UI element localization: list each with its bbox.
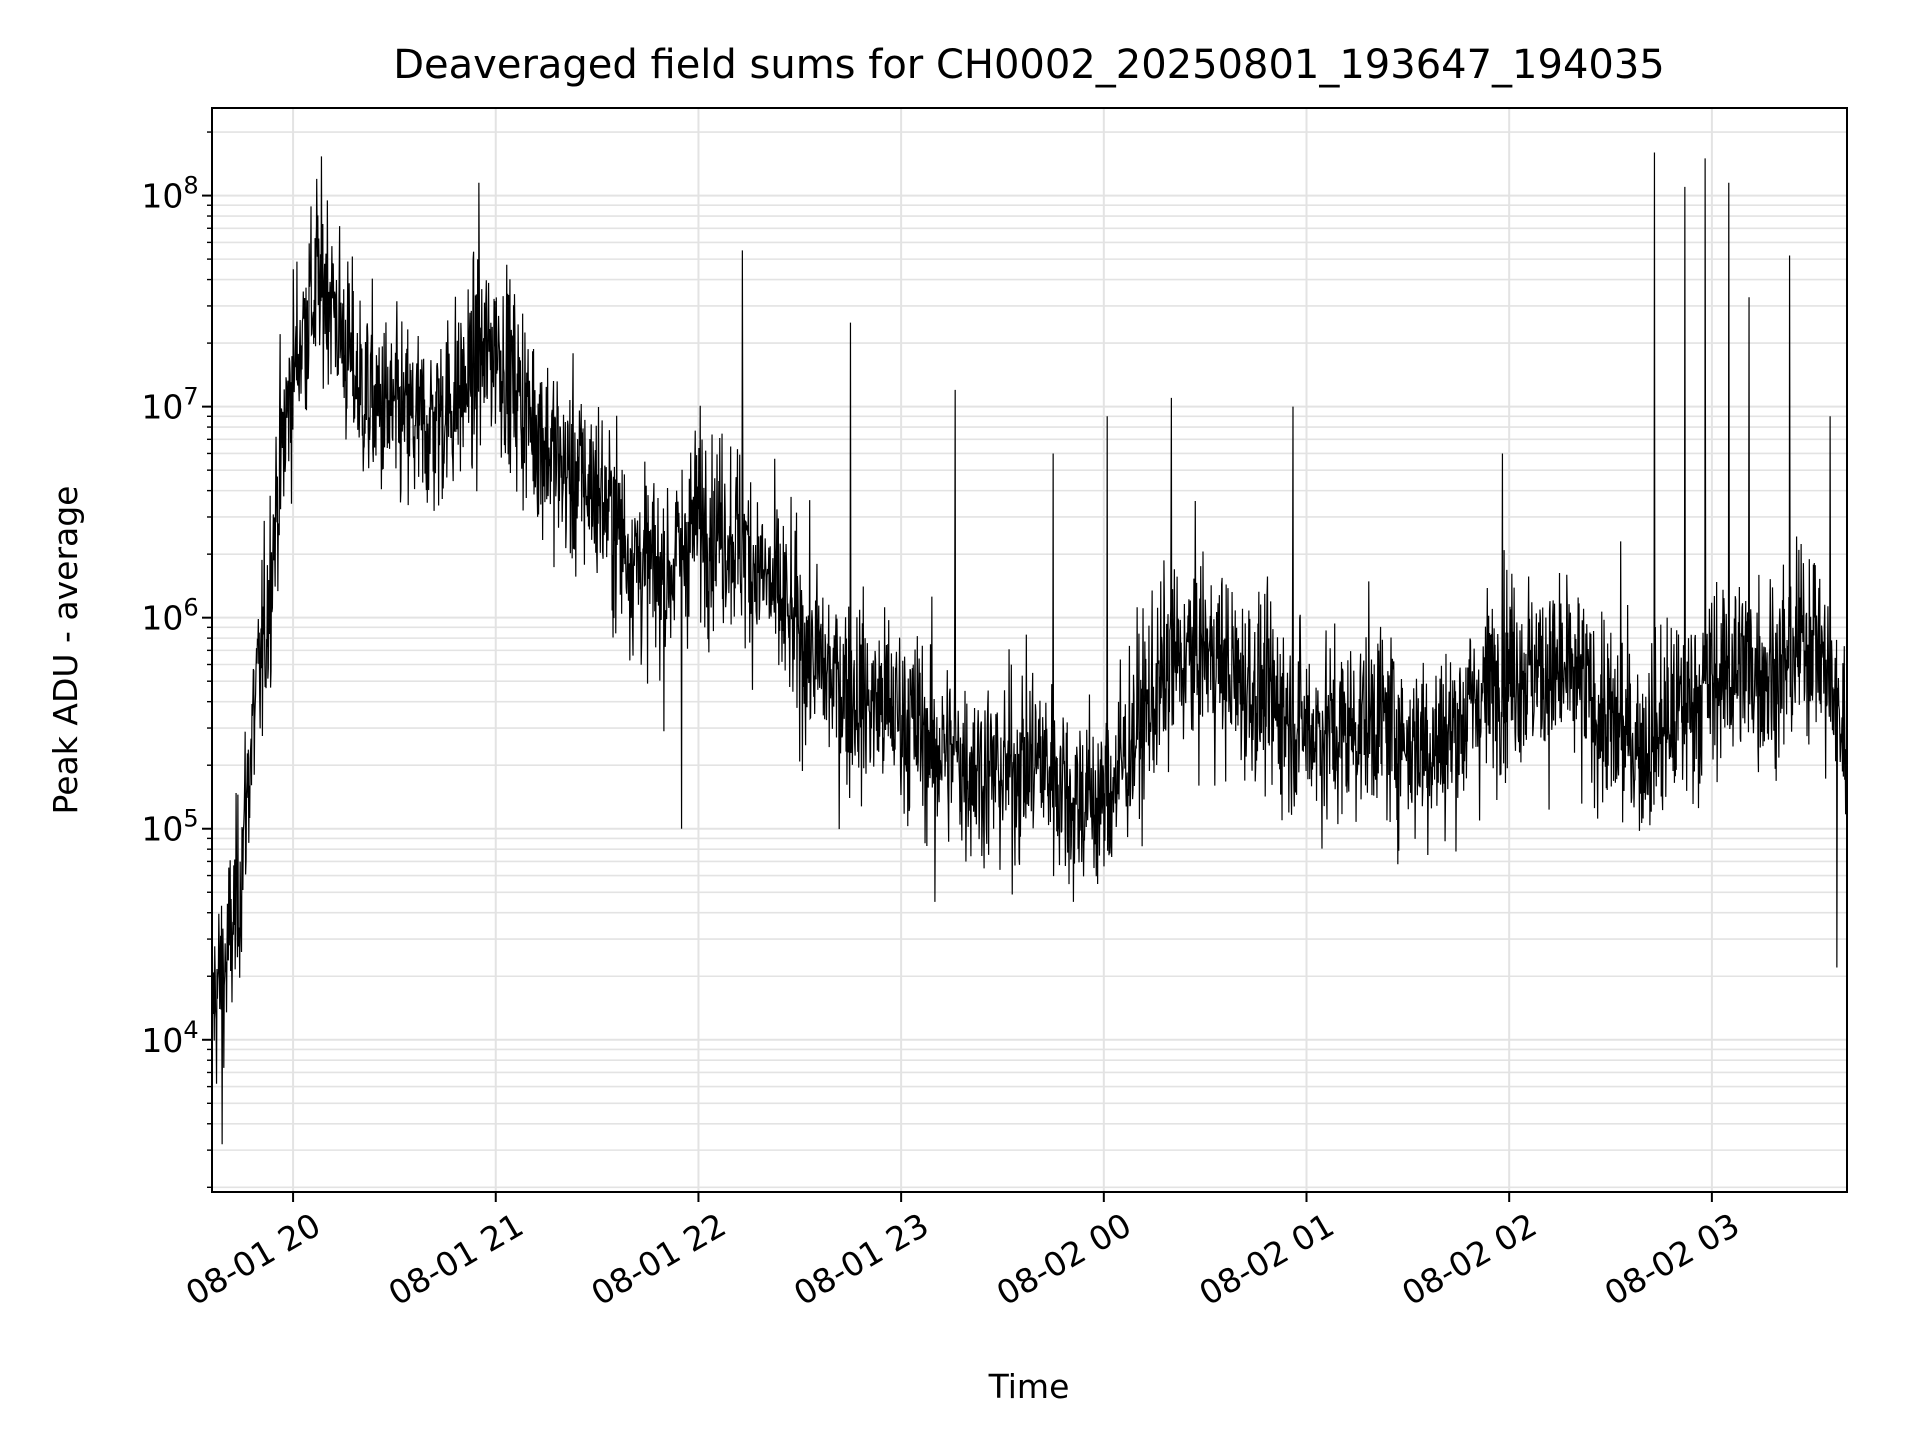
y-tick-label: 107 — [141, 383, 198, 427]
y-tick-label: 105 — [141, 805, 198, 849]
y-tick-label: 108 — [141, 172, 198, 216]
y-tick-label: 106 — [141, 594, 198, 638]
series-group — [211, 152, 1848, 1145]
y-tick-label: 104 — [141, 1016, 198, 1060]
y-axis-label: Peak ADU - average — [46, 486, 85, 815]
chart-title: Deaveraged field sums for CH0002_2025080… — [393, 42, 1665, 88]
y-axis: 104 105 106 107 108 — [141, 131, 212, 1188]
series-line — [211, 152, 1848, 1145]
x-axis-label: Time — [988, 1367, 1070, 1406]
